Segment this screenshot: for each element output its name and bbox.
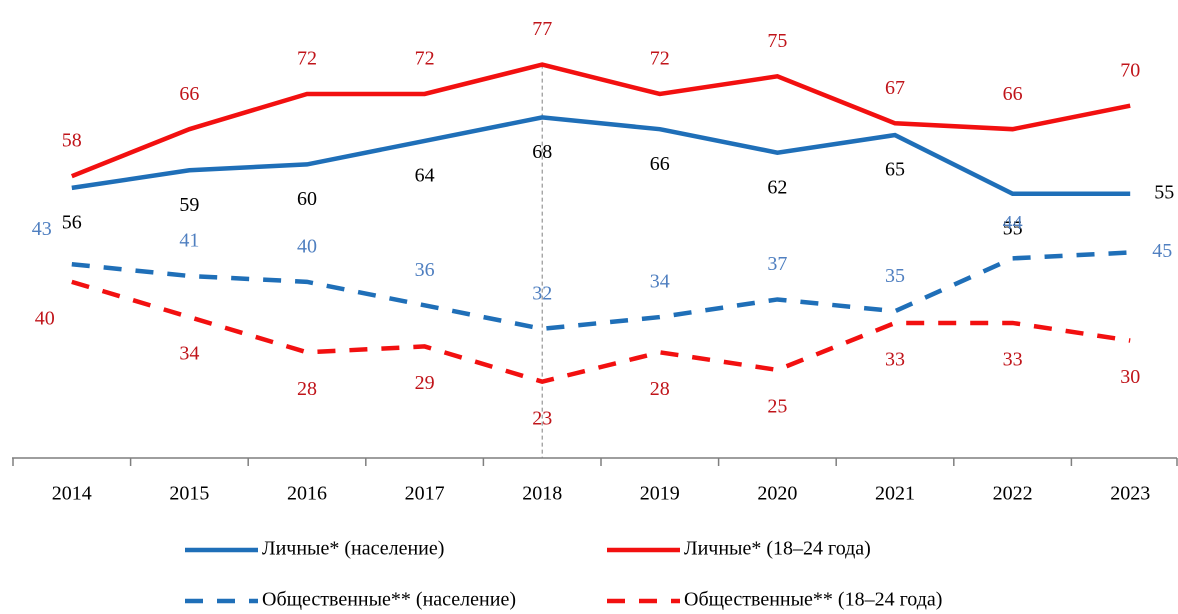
data-label: 32 bbox=[532, 282, 552, 304]
data-label: 72 bbox=[415, 48, 435, 70]
x-tick-label: 2017 bbox=[405, 483, 445, 505]
data-label: 34 bbox=[179, 343, 199, 365]
x-tick-label: 2020 bbox=[757, 483, 797, 505]
data-label: 30 bbox=[1120, 366, 1140, 388]
data-label: 75 bbox=[767, 30, 787, 52]
series-line bbox=[71, 279, 1131, 384]
legend-label: Личные* (18–24 года) bbox=[684, 538, 871, 560]
legend-label: Общественные** (18–24 года) bbox=[684, 589, 942, 611]
data-label: 36 bbox=[415, 259, 435, 281]
data-label: 72 bbox=[650, 48, 670, 70]
data-label: 40 bbox=[35, 307, 55, 329]
series-line bbox=[71, 115, 1131, 197]
x-tick-label: 2019 bbox=[640, 483, 680, 505]
x-tick-label: 2016 bbox=[287, 483, 327, 505]
data-label: 55 bbox=[1154, 181, 1174, 203]
data-label: 45 bbox=[1152, 240, 1172, 262]
data-label: 43 bbox=[32, 218, 52, 240]
data-label: 72 bbox=[297, 48, 317, 70]
data-label: 35 bbox=[885, 265, 905, 287]
data-label: 60 bbox=[297, 188, 317, 210]
x-tick-label: 2021 bbox=[875, 483, 915, 505]
data-label: 34 bbox=[650, 271, 670, 293]
data-label: 33 bbox=[885, 349, 905, 371]
data-label: 62 bbox=[767, 176, 787, 198]
data-label: 66 bbox=[179, 83, 199, 105]
data-label: 56 bbox=[62, 211, 82, 233]
data-label: 44 bbox=[1003, 212, 1023, 234]
data-label: 77 bbox=[532, 18, 552, 40]
series-line bbox=[71, 250, 1131, 332]
data-label: 40 bbox=[297, 235, 317, 257]
legend-label: Общественные** (население) bbox=[262, 589, 516, 611]
data-label: 66 bbox=[1003, 83, 1023, 105]
data-label: 28 bbox=[297, 378, 317, 400]
data-label: 41 bbox=[179, 230, 199, 252]
data-label: 28 bbox=[650, 378, 670, 400]
series-line bbox=[70, 62, 1131, 179]
x-tick-label: 2018 bbox=[522, 483, 562, 505]
x-tick-label: 2023 bbox=[1110, 483, 1150, 505]
data-label: 68 bbox=[532, 141, 552, 163]
data-label: 58 bbox=[62, 130, 82, 152]
legend-label: Личные* (население) bbox=[262, 538, 444, 560]
x-tick-label: 2022 bbox=[993, 483, 1033, 505]
data-label: 29 bbox=[415, 372, 435, 394]
data-label: 65 bbox=[885, 159, 905, 181]
x-tick-label: 2015 bbox=[169, 483, 209, 505]
data-label: 67 bbox=[885, 77, 905, 99]
data-label: 33 bbox=[1003, 349, 1023, 371]
data-label: 64 bbox=[415, 165, 435, 187]
data-label: 25 bbox=[767, 396, 787, 418]
x-tick-label: 2014 bbox=[52, 483, 92, 505]
data-label: 59 bbox=[179, 194, 199, 216]
data-label: 70 bbox=[1120, 59, 1140, 81]
data-label: 66 bbox=[650, 153, 670, 175]
data-label: 23 bbox=[532, 407, 552, 429]
data-label: 55 bbox=[1003, 217, 1023, 239]
data-label: 37 bbox=[767, 253, 787, 275]
